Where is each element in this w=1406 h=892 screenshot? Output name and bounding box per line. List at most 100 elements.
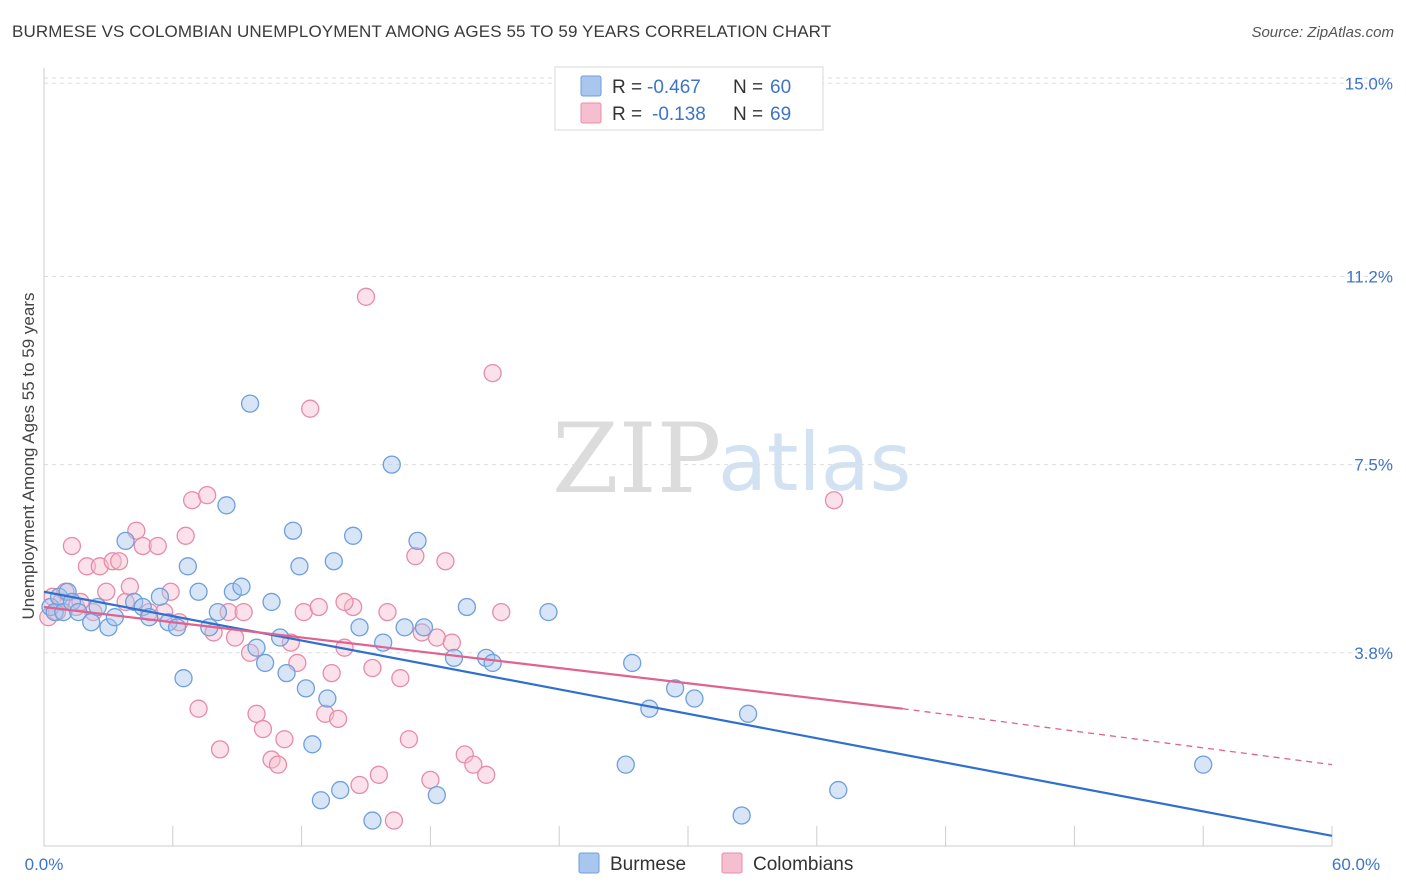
colombians-point-66: [492, 602, 511, 622]
legend-r-value-burmese: -0.467: [647, 77, 701, 98]
x-ticks: [43, 826, 1333, 846]
burmese-point-19: [178, 557, 197, 576]
legend-r-label-colombians: R =: [612, 104, 642, 125]
colombians-point-33: [247, 704, 266, 723]
colombians-point-51: [369, 765, 389, 784]
burmese-point-7: [82, 613, 101, 632]
colombians-point-21: [161, 582, 180, 601]
burmese-point-47: [414, 618, 434, 637]
burmese-point-9: [99, 618, 118, 637]
y-tick-label-3: 15.0%: [1345, 74, 1393, 93]
burmese-point-61: [829, 780, 848, 800]
burmese-point-23: [217, 496, 236, 515]
burmese-point-22: [208, 602, 228, 622]
colombians-point-29: [219, 602, 238, 622]
colombians-point-26: [197, 485, 217, 505]
colombians-point-52: [378, 602, 397, 622]
burmese-point-15: [150, 587, 170, 606]
colombians-point-60: [436, 552, 455, 571]
x-tick-label-min: 0.0%: [25, 855, 64, 874]
burmese-point-58: [685, 689, 704, 708]
bottom-legend-swatch-colombians: [721, 852, 743, 874]
burmese-point-48: [427, 786, 446, 805]
legend-swatch-colombians: [580, 102, 602, 124]
burmese-point-55: [623, 653, 642, 673]
burmese-point-50: [457, 597, 477, 617]
watermark-zip: ZIP: [552, 403, 721, 515]
colombians-point-37: [275, 730, 294, 749]
legend-r-label-burmese: R =: [612, 77, 642, 98]
colombians-point-54: [391, 669, 410, 688]
colombians-point-58: [421, 770, 440, 790]
bottom-legend: Burmese Colombians: [578, 852, 853, 875]
colombians-point-64: [477, 765, 496, 784]
legend-r-value-colombians: -0.138: [652, 104, 706, 125]
burmese-point-34: [296, 679, 316, 698]
burmese-point-40: [343, 526, 363, 545]
colombians-point-34: [253, 719, 273, 739]
legend-n-label-burmese: N =: [733, 77, 763, 98]
colombians-point-65: [483, 363, 502, 383]
colombians-point-15: [120, 577, 140, 596]
burmese-point-28: [255, 653, 275, 673]
colombians-point-12: [103, 552, 122, 571]
colombians-point-63: [464, 755, 483, 774]
burmese-point-20: [189, 582, 208, 601]
legend-n-value-burmese: 60: [770, 77, 791, 98]
burmese-point-46: [408, 531, 427, 551]
y-tick-label-1: 7.5%: [1354, 456, 1393, 475]
burmese-point-59: [738, 704, 758, 723]
colombians-point-53: [384, 811, 404, 830]
gridlines: [44, 77, 1393, 654]
colombians-point-28: [210, 740, 230, 759]
y-tick-label-0: 3.8%: [1354, 644, 1393, 663]
colombians-point-31: [234, 602, 253, 622]
colombians-point-55: [399, 730, 419, 749]
colombians-point-36: [268, 755, 288, 774]
x-tick-labels: 0.0% 60.0%: [25, 855, 1380, 874]
colombians-point-49: [356, 287, 376, 306]
series-colombians-points: [39, 287, 844, 830]
trendlines: [43, 590, 1333, 837]
y-tick-label-2: 11.2%: [1346, 267, 1393, 286]
burmese-point-53: [539, 602, 558, 622]
legend-n-value-colombians: 69: [770, 104, 791, 125]
burmese-point-31: [277, 663, 296, 683]
colombians-point-30: [225, 628, 245, 647]
burmese-point-38: [324, 552, 343, 571]
burmese-point-60: [732, 806, 751, 825]
bottom-legend-label-burmese: Burmese: [610, 854, 686, 875]
burmese-point-44: [382, 455, 401, 474]
chart-title: BURMESE VS COLOMBIAN UNEMPLOYMENT AMONG …: [12, 22, 832, 41]
colombians-point-61: [442, 633, 462, 652]
y-tick-labels: 3.8% 7.5% 11.2% 15.0%: [1345, 74, 1393, 663]
burmese-point-57: [665, 679, 685, 698]
burmese-point-54: [616, 755, 635, 774]
burmese-point-42: [363, 811, 382, 830]
burmese-point-49: [444, 648, 464, 668]
watermark: ZIP atlas: [552, 403, 911, 515]
burmese-point-29: [262, 592, 281, 612]
burmese-point-33: [290, 557, 309, 576]
colombians-point-50: [363, 658, 382, 678]
legend-n-label-colombians: N =: [733, 104, 763, 125]
colombians-point-5: [62, 536, 82, 556]
colombians-point-47: [343, 597, 363, 617]
burmese-point-12: [125, 592, 144, 612]
colombians-point-44: [322, 663, 341, 683]
y-axis-label: Unemployment Among Ages 55 to 59 years: [19, 293, 38, 620]
burmese-point-37: [318, 689, 337, 708]
burmese-point-24: [223, 582, 243, 601]
colombians-point-13: [109, 552, 129, 571]
bottom-legend-swatch-burmese: [578, 852, 600, 874]
burmese-point-52: [483, 653, 502, 673]
burmese-point-35: [303, 735, 322, 754]
colombians-point-25: [189, 699, 208, 718]
burmese-point-41: [350, 618, 369, 637]
burmese-point-25: [232, 577, 251, 596]
burmese-point-45: [395, 618, 414, 637]
legend: R = -0.467 N = 60 R = -0.138 N = 69: [554, 66, 824, 131]
colombians-point-41: [301, 399, 320, 418]
x-tick-label-max: 60.0%: [1332, 855, 1380, 874]
colombians-point-45: [328, 709, 348, 729]
